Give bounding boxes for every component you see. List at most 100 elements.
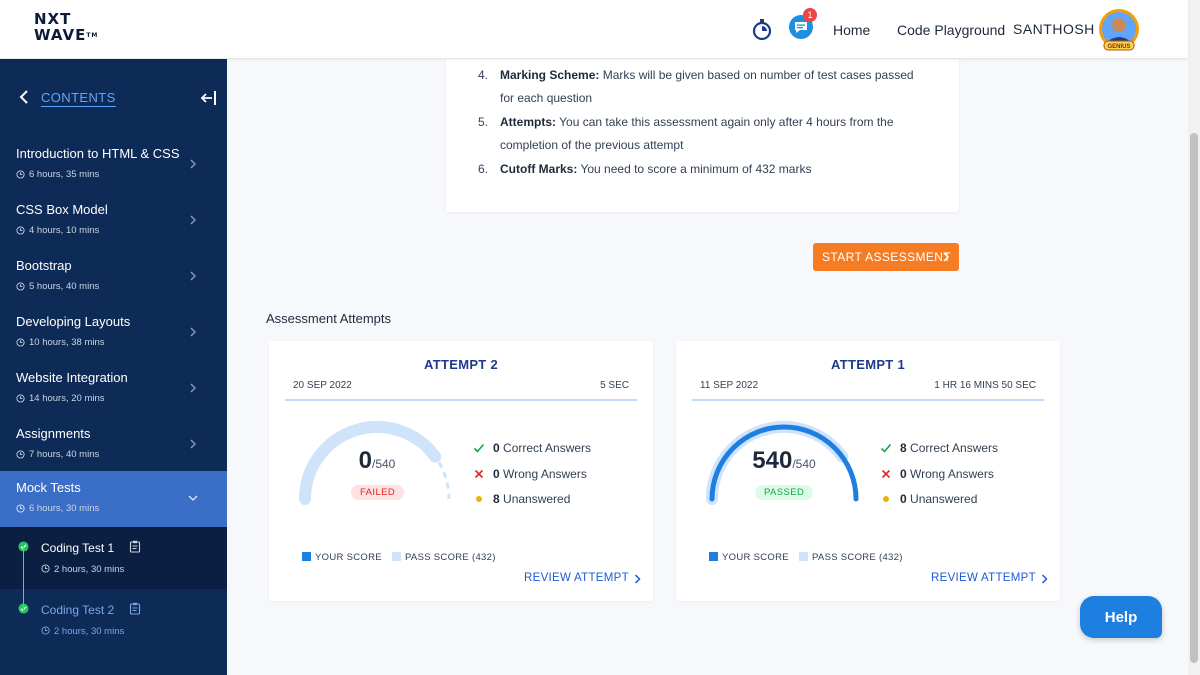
- instruction-text: You need to score a minimum of 432 marks: [577, 162, 812, 176]
- clock-icon: [16, 338, 25, 347]
- score-value: 540: [752, 447, 793, 474]
- clock-icon: [16, 450, 25, 459]
- clipboard-icon: [129, 540, 141, 553]
- status-badge: PASSED: [755, 485, 814, 500]
- clock-icon: [41, 564, 50, 573]
- sidebar-subitem-coding-test-1[interactable]: Coding Test 1 2 hours, 30 mins: [0, 527, 227, 589]
- unanswered-stat: 8 Unanswered: [476, 492, 571, 506]
- scroll-thumb[interactable]: [1190, 133, 1198, 663]
- nav-home-link[interactable]: Home: [833, 22, 871, 38]
- chevron-down-icon: [188, 495, 198, 501]
- wrong-count: 0: [493, 467, 500, 481]
- sidebar-subitem-duration: 2 hours, 30 mins: [54, 626, 125, 637]
- sidebar-item-assignments[interactable]: Assignments 7 hours, 40 mins: [0, 417, 227, 473]
- legend-your-label: YOUR SCORE: [315, 552, 382, 563]
- sidebar-item-label: Introduction to HTML & CSS: [16, 146, 180, 161]
- instruction-text: Marks will be given based on number of t…: [500, 68, 914, 105]
- score-display: 540/540: [704, 447, 864, 475]
- review-attempt-link[interactable]: REVIEW ATTEMPT: [524, 572, 641, 584]
- sidebar-item-css-box-model[interactable]: CSS Box Model 4 hours, 10 mins: [0, 193, 227, 249]
- unanswered-count: 8: [493, 492, 500, 506]
- instruction-title: Marking Scheme:: [500, 68, 600, 82]
- score-total: /540: [372, 457, 396, 471]
- completed-check-icon: [18, 541, 29, 552]
- sidebar-item-developing-layouts[interactable]: Developing Layouts 10 hours, 38 mins: [0, 305, 227, 361]
- start-assessment-button[interactable]: START ASSESSMENT: [813, 243, 959, 271]
- sidebar-header: CONTENTS: [0, 59, 227, 137]
- attempt-card: ATTEMPT 2 20 SEP 2022 5 SEC 0/540 FAILED…: [269, 341, 653, 601]
- notification-badge: 1: [803, 8, 817, 22]
- chevron-right-icon: [1041, 574, 1048, 584]
- score-display: 0/540: [297, 447, 457, 475]
- sidebar-title[interactable]: CONTENTS: [41, 90, 116, 105]
- clock-icon: [16, 394, 25, 403]
- sidebar-item-website-integration[interactable]: Website Integration 14 hours, 20 mins: [0, 361, 227, 417]
- score-total: /540: [792, 457, 816, 471]
- nav-code-playground-link[interactable]: Code Playground: [897, 22, 1006, 38]
- sidebar-item-duration: 10 hours, 38 mins: [29, 337, 105, 348]
- user-name[interactable]: SANTHOSH: [1013, 21, 1095, 37]
- score-gauge: [706, 421, 859, 505]
- review-attempt-link[interactable]: REVIEW ATTEMPT: [931, 572, 1048, 584]
- sidebar-item-duration: 6 hours, 30 mins: [29, 503, 100, 514]
- collapse-sidebar-icon[interactable]: [200, 89, 218, 107]
- chevron-right-icon: [943, 252, 950, 262]
- instruction-item: 5. Attempts: You can take this assessmen…: [478, 111, 928, 159]
- dot-icon: [883, 496, 889, 502]
- score-value: 0: [358, 447, 372, 474]
- chevron-right-icon: [190, 327, 196, 337]
- attempt-title: ATTEMPT 1: [831, 357, 905, 372]
- dot-icon: [476, 496, 482, 502]
- sidebar-item-bootstrap[interactable]: Bootstrap 5 hours, 40 mins: [0, 249, 227, 305]
- progress-connector-line: [23, 547, 24, 611]
- wrong-count: 0: [900, 467, 907, 481]
- avatar[interactable]: GENIUS: [1096, 8, 1142, 54]
- unanswered-label: Unanswered: [503, 492, 571, 506]
- sidebar-item-duration: 4 hours, 10 mins: [29, 225, 100, 236]
- clock-icon: [16, 504, 25, 513]
- attempt-title: ATTEMPT 2: [424, 357, 498, 372]
- legend-your-label: YOUR SCORE: [722, 552, 789, 563]
- sidebar-item-label: CSS Box Model: [16, 202, 108, 217]
- legend-pass-label: PASS SCORE (432): [812, 552, 903, 563]
- stopwatch-icon[interactable]: [749, 16, 775, 42]
- legend-your-score: YOUR SCORE: [709, 552, 789, 563]
- gauge-pass-arc: [299, 421, 442, 505]
- help-button[interactable]: Help: [1080, 596, 1162, 638]
- instruction-number: 4.: [478, 68, 489, 82]
- gauge-remaining-arc: [437, 461, 451, 500]
- start-assessment-label: START ASSESSMENT: [822, 250, 952, 264]
- instruction-number: 5.: [478, 115, 489, 129]
- sidebar-item-mock-tests[interactable]: Mock Tests 6 hours, 30 mins: [0, 471, 227, 527]
- chevron-right-icon: [190, 271, 196, 281]
- sidebar-subitem-label: Coding Test 1: [41, 541, 115, 555]
- sidebar-item-intro-html-css[interactable]: Introduction to HTML & CSS 6 hours, 35 m…: [0, 137, 227, 193]
- sidebar-item-label: Bootstrap: [16, 258, 72, 273]
- attempt-duration: 1 HR 16 MINS 50 SEC: [934, 380, 1036, 391]
- back-arrow-icon[interactable]: [16, 89, 32, 105]
- instruction-text: You can take this assessment again only …: [500, 115, 894, 152]
- sidebar-subitem-coding-test-2[interactable]: Coding Test 2 2 hours, 30 mins: [0, 589, 227, 651]
- unanswered-count: 0: [900, 492, 907, 506]
- sidebar-subitem-duration: 2 hours, 30 mins: [54, 564, 125, 575]
- cross-icon: [881, 469, 891, 479]
- attempts-heading: Assessment Attempts: [266, 311, 391, 326]
- status-badge: FAILED: [351, 485, 405, 500]
- divider: [692, 399, 1044, 401]
- cross-icon: [474, 469, 484, 479]
- nxtwave-logo[interactable]: NXT WAVETM: [34, 12, 104, 46]
- legend-pass-label: PASS SCORE (432): [405, 552, 496, 563]
- clock-icon: [41, 626, 50, 635]
- instruction-title: Attempts:: [500, 115, 556, 129]
- chevron-right-icon: [190, 439, 196, 449]
- correct-label: Correct Answers: [910, 441, 999, 455]
- page-scrollbar[interactable]: [1188, 0, 1200, 675]
- check-icon: [473, 443, 485, 453]
- chevron-right-icon: [190, 383, 196, 393]
- unanswered-stat: 0 Unanswered: [883, 492, 977, 506]
- instruction-title: Cutoff Marks:: [500, 162, 578, 176]
- legend-swatch-your: [709, 552, 718, 561]
- legend-pass-score: PASS SCORE (432): [799, 552, 903, 563]
- clipboard-icon: [129, 602, 141, 615]
- legend-swatch-your: [302, 552, 311, 561]
